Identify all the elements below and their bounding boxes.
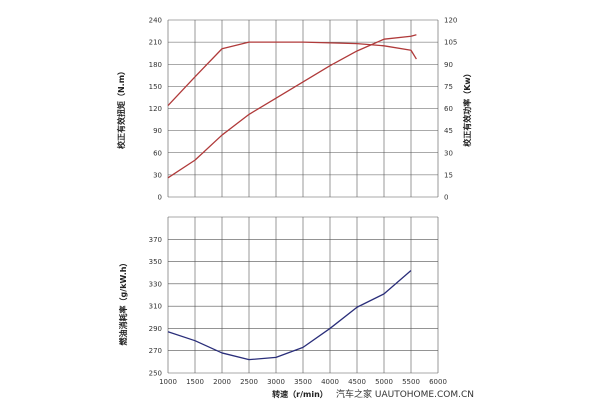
torque-tick-label: 180 [149, 61, 162, 69]
rpm-tick-label: 2000 [213, 378, 231, 386]
fuel-tick-label: 250 [149, 370, 162, 378]
rpm-tick-label: 2500 [240, 378, 258, 386]
fuel-tick-label: 310 [149, 303, 162, 311]
fuel-consumption-curve [167, 269, 412, 361]
rpm-tick-label: 6000 [429, 378, 447, 386]
torque-tick-label: 0 [158, 194, 162, 202]
rpm-tick-label: 5000 [375, 378, 393, 386]
power-tick-label: 15 [444, 171, 453, 179]
fuel-consumption-axis-label: 燃油消耗率（g/kW.h） [118, 259, 128, 346]
power-tick-label: 45 [444, 127, 453, 135]
torque-tick-label: 60 [153, 149, 162, 157]
fuel-tick-label: 330 [149, 280, 162, 288]
power-tick-label: 105 [444, 39, 457, 47]
rpm-tick-label: 3000 [267, 378, 285, 386]
power-tick-label: 60 [444, 105, 453, 113]
fuel-tick-label: 270 [149, 347, 162, 355]
rpm-axis-label: 转速（r/min） [272, 389, 328, 399]
tick-labels: 0 0 30 15 60 30 90 45 120 60 150 75 180 90 210 105 240 12… [149, 17, 458, 387]
rpm-tick-label: 1500 [186, 378, 204, 386]
torque-axis-label: 校正有效扭矩（N.m） [116, 67, 126, 149]
torque-curve [167, 41, 417, 106]
rpm-tick-label: 5500 [402, 378, 420, 386]
power-axis-label: 校正有效功率（Kw） [462, 69, 472, 147]
rpm-tick-label: 3500 [294, 378, 312, 386]
torque-tick-label: 30 [153, 171, 162, 179]
fuel-tick-label: 370 [149, 236, 162, 244]
power-tick-label: 30 [444, 149, 453, 157]
power-tick-label: 90 [444, 61, 453, 69]
torque-tick-label: 120 [149, 105, 162, 113]
torque-tick-label: 150 [149, 83, 162, 91]
power-tick-label: 120 [444, 17, 457, 25]
upper-panel-grid [167, 19, 439, 198]
torque-tick-label: 240 [149, 17, 162, 25]
power-tick-label: 75 [444, 83, 453, 91]
rpm-tick-label: 1000 [159, 378, 177, 386]
rpm-tick-label: 4500 [348, 378, 366, 386]
lower-panel-grid [167, 216, 439, 374]
power-curve [167, 34, 417, 179]
fuel-tick-label: 290 [149, 325, 162, 333]
series-lines [167, 34, 417, 361]
rpm-tick-label: 4000 [321, 378, 339, 386]
power-tick-label: 0 [444, 194, 448, 202]
torque-tick-label: 210 [149, 39, 162, 47]
fuel-tick-label: 350 [149, 258, 162, 266]
watermark: 汽车之家 UAUTOHOME.COM.CN [336, 388, 474, 400]
torque-tick-label: 90 [153, 127, 162, 135]
